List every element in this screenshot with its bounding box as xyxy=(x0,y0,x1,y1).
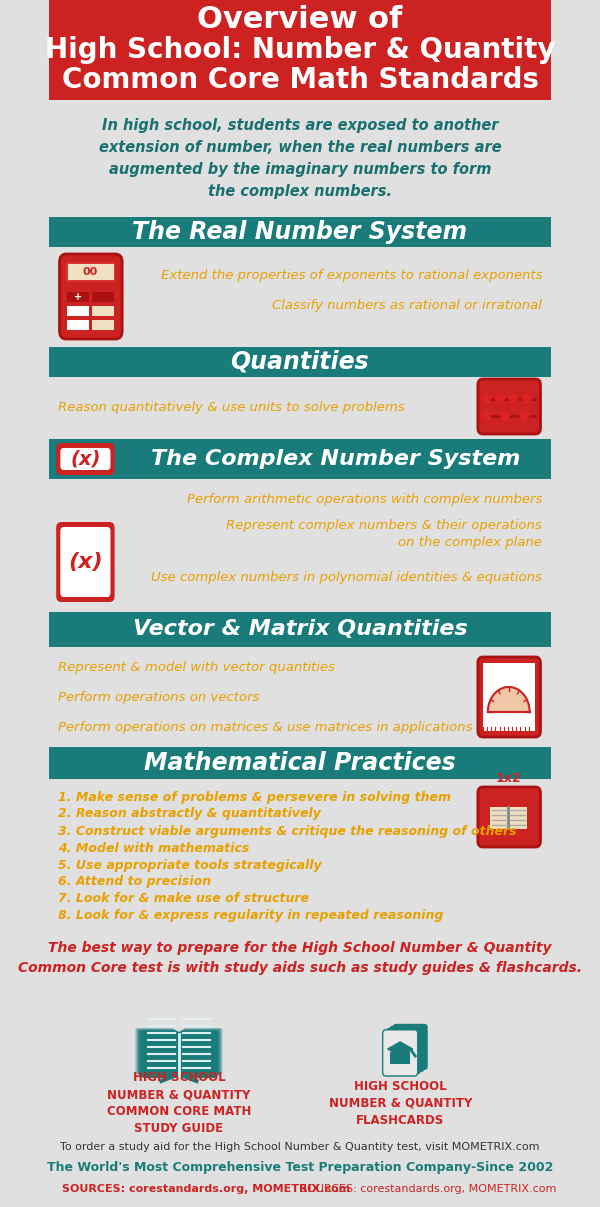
Bar xyxy=(49,479,551,612)
Text: Classify numbers as rational or irrational: Classify numbers as rational or irration… xyxy=(272,298,542,311)
FancyBboxPatch shape xyxy=(137,1030,176,1075)
Polygon shape xyxy=(388,1042,413,1056)
Polygon shape xyxy=(481,393,491,403)
Text: Perform arithmetic operations with complex numbers: Perform arithmetic operations with compl… xyxy=(187,492,542,506)
FancyBboxPatch shape xyxy=(56,443,115,476)
Text: +: + xyxy=(74,292,82,302)
FancyBboxPatch shape xyxy=(478,657,541,737)
Text: Perform operations on vectors: Perform operations on vectors xyxy=(58,690,259,704)
Text: 2. Reason abstractly & quantitatively: 2. Reason abstractly & quantitatively xyxy=(58,807,321,821)
Text: 5. Use appropriate tools strategically: 5. Use appropriate tools strategically xyxy=(58,858,322,871)
Polygon shape xyxy=(522,393,532,403)
Text: The Real Number System: The Real Number System xyxy=(133,220,467,244)
Text: To order a study aid for the High School Number & Quantity test, visit MOMETRIX.: To order a study aid for the High School… xyxy=(60,1142,540,1151)
FancyBboxPatch shape xyxy=(177,1032,215,1078)
FancyBboxPatch shape xyxy=(179,1031,217,1077)
Bar xyxy=(66,262,115,282)
FancyBboxPatch shape xyxy=(389,1026,424,1072)
Text: HIGH SCHOOL
NUMBER & QUANTITY
FLASHCARDS: HIGH SCHOOL NUMBER & QUANTITY FLASHCARDS xyxy=(329,1079,472,1126)
Text: Reason quantitatively & use units to solve problems: Reason quantitatively & use units to sol… xyxy=(58,402,404,414)
Bar xyxy=(483,663,535,731)
Bar xyxy=(49,217,551,247)
Text: (x): (x) xyxy=(68,552,103,572)
Bar xyxy=(67,292,89,302)
Polygon shape xyxy=(488,687,530,712)
FancyBboxPatch shape xyxy=(181,1030,219,1075)
Polygon shape xyxy=(495,393,505,403)
Bar xyxy=(92,320,114,330)
Text: Extend the properties of exponents to rational exponents: Extend the properties of exponents to ra… xyxy=(161,268,542,281)
FancyBboxPatch shape xyxy=(182,1030,221,1075)
Polygon shape xyxy=(500,410,510,420)
Text: SOURCES: corestandards.org, MOMETRIX.com: SOURCES: corestandards.org, MOMETRIX.com xyxy=(300,1184,556,1194)
Bar xyxy=(92,307,114,316)
Polygon shape xyxy=(481,410,491,420)
FancyBboxPatch shape xyxy=(59,253,122,339)
FancyBboxPatch shape xyxy=(140,1031,179,1077)
FancyBboxPatch shape xyxy=(61,448,110,470)
Bar xyxy=(49,779,551,927)
Bar xyxy=(49,747,551,779)
Text: Mathematical Practices: Mathematical Practices xyxy=(144,751,456,775)
FancyBboxPatch shape xyxy=(56,521,115,602)
Bar xyxy=(68,264,114,280)
Bar xyxy=(67,292,89,302)
FancyBboxPatch shape xyxy=(184,1028,223,1074)
Bar xyxy=(67,320,89,330)
FancyBboxPatch shape xyxy=(61,527,110,597)
Polygon shape xyxy=(519,410,529,420)
Text: Overview of: Overview of xyxy=(197,6,403,35)
Text: The best way to prepare for the High School Number & Quantity
Common Core test i: The best way to prepare for the High Sch… xyxy=(18,941,582,975)
Text: 7. Look for & make use of structure: 7. Look for & make use of structure xyxy=(58,892,309,905)
Text: 00: 00 xyxy=(83,267,98,276)
FancyBboxPatch shape xyxy=(392,1024,428,1069)
Text: The World's Most Comprehensive Test Preparation Company-Since 2002: The World's Most Comprehensive Test Prep… xyxy=(47,1160,553,1173)
Bar xyxy=(49,1125,551,1207)
Text: HIGH SCHOOL
NUMBER & QUANTITY
COMMON CORE MATH
STUDY GUIDE: HIGH SCHOOL NUMBER & QUANTITY COMMON COR… xyxy=(107,1071,251,1135)
Text: Use complex numbers in polynomial identities & equations: Use complex numbers in polynomial identi… xyxy=(151,571,542,583)
Bar xyxy=(67,307,89,316)
Text: 4. Model with mathematics: 4. Model with mathematics xyxy=(58,841,249,855)
Bar xyxy=(49,100,551,217)
Polygon shape xyxy=(508,393,518,403)
Bar xyxy=(49,247,551,346)
Bar xyxy=(49,377,551,439)
Text: 1x2: 1x2 xyxy=(496,772,521,786)
FancyBboxPatch shape xyxy=(383,1030,418,1075)
FancyBboxPatch shape xyxy=(139,1030,177,1075)
Bar xyxy=(490,807,511,829)
Bar xyxy=(49,439,551,479)
Text: Perform operations on matrices & use matrices in applications: Perform operations on matrices & use mat… xyxy=(58,721,472,734)
Text: The Complex Number System: The Complex Number System xyxy=(151,449,521,470)
FancyBboxPatch shape xyxy=(478,787,541,847)
Text: (x): (x) xyxy=(70,449,101,468)
Bar xyxy=(49,0,551,100)
Bar xyxy=(49,612,551,647)
Text: Vector & Matrix Quantities: Vector & Matrix Quantities xyxy=(133,619,467,640)
Text: 3. Construct viable arguments & critique the reasoning of others: 3. Construct viable arguments & critique… xyxy=(58,824,517,838)
Text: SOURCES: corestandards.org, MOMETRIX.com: SOURCES: corestandards.org, MOMETRIX.com xyxy=(62,1184,350,1194)
Bar xyxy=(49,647,551,747)
FancyBboxPatch shape xyxy=(478,379,541,435)
Text: Quantities: Quantities xyxy=(230,350,370,374)
Text: In high school, students are exposed to another
extension of number, when the re: In high school, students are exposed to … xyxy=(98,118,502,199)
Bar xyxy=(390,1053,410,1065)
Bar xyxy=(507,807,527,829)
Text: 1. Make sense of problems & persevere in solving them: 1. Make sense of problems & persevere in… xyxy=(58,791,451,804)
Bar xyxy=(49,346,551,377)
Bar xyxy=(92,292,114,302)
Text: 8. Look for & express regularity in repeated reasoning: 8. Look for & express regularity in repe… xyxy=(58,910,443,922)
Text: Common Core Math Standards: Common Core Math Standards xyxy=(62,66,539,94)
Bar xyxy=(49,989,551,1125)
FancyBboxPatch shape xyxy=(142,1032,181,1078)
Bar xyxy=(49,927,551,989)
Text: Represent complex numbers & their operations
on the complex plane: Represent complex numbers & their operat… xyxy=(226,519,542,549)
Text: High School: Number & Quantity: High School: Number & Quantity xyxy=(45,36,555,64)
FancyBboxPatch shape xyxy=(386,1028,421,1074)
Bar xyxy=(507,806,511,830)
Text: Represent & model with vector quantities: Represent & model with vector quantities xyxy=(58,660,335,674)
Text: 6. Attend to precision: 6. Attend to precision xyxy=(58,875,211,888)
FancyBboxPatch shape xyxy=(136,1028,174,1074)
